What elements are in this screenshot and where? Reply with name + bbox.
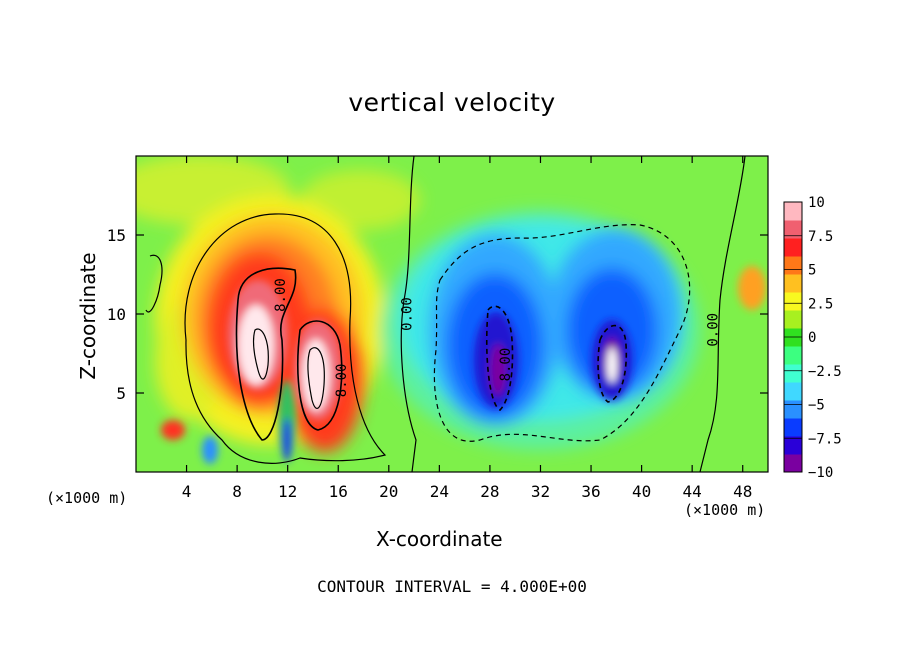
colorbar-tick-label: −7.5 xyxy=(808,431,842,447)
x-axis-unit-right: (×1000 m) xyxy=(684,501,766,519)
colorbar-swatch xyxy=(784,238,802,257)
colorbar-tick-label: 7.5 xyxy=(808,229,833,245)
velocity-field xyxy=(136,156,768,472)
colorbar-tick-label: 5 xyxy=(808,263,816,279)
contour-label: 8.00 xyxy=(334,364,350,398)
contour-labels: 8.00 8.00 0.00 8.00 0.00 xyxy=(273,278,721,397)
colorbar-swatch xyxy=(784,310,802,329)
y-tick-label: 10 xyxy=(107,305,126,324)
field-white-core-right xyxy=(302,339,330,411)
x-tick-label: 16 xyxy=(329,482,348,501)
colorbar-swatch xyxy=(784,202,802,221)
colorbar-swatch xyxy=(784,436,802,455)
colorbar-swatch xyxy=(784,364,802,383)
contour-zero-left-system xyxy=(184,213,387,464)
y-tick-label: 15 xyxy=(107,226,126,245)
colorbar-swatch xyxy=(784,382,802,401)
colorbar-swatch xyxy=(784,274,802,293)
chart-title: vertical velocity xyxy=(348,88,556,117)
y-tick-label: 5 xyxy=(116,384,126,403)
y-axis: 5 10 15 xyxy=(107,226,768,403)
contour-minus-eight-right xyxy=(597,324,628,403)
contour-core-right xyxy=(307,347,325,410)
contour-zero-left-edge xyxy=(145,254,163,313)
colorbar-tick-label: 0 xyxy=(808,330,816,346)
contour-interval-note: CONTOUR INTERVAL = 4.000E+00 xyxy=(317,577,587,596)
colorbar-swatch xyxy=(784,256,802,275)
x-tick-label: 28 xyxy=(480,482,499,501)
contour-zero-right xyxy=(699,156,746,472)
colorbar-tick-label: −10 xyxy=(808,465,833,481)
contour-eight-right xyxy=(297,320,343,431)
contour-zero-mid xyxy=(400,156,417,472)
x-axis: 4 8 12 16 20 24 28 32 36 40 44 48 xyxy=(182,156,752,501)
contour-label: 0.00 xyxy=(400,297,416,331)
colorbar-swatch xyxy=(784,346,802,365)
y-axis-label: Z-coordinate xyxy=(76,252,100,380)
colorbar-tick-label: 10 xyxy=(808,195,825,211)
x-tick-label: 24 xyxy=(430,482,449,501)
x-tick-label: 32 xyxy=(531,482,550,501)
x-axis-unit-left: (×1000 m) xyxy=(46,489,128,507)
field-blue-gap xyxy=(282,418,292,462)
colorbar-swatch xyxy=(784,418,802,437)
contour-label: 8.00 xyxy=(273,278,289,312)
x-tick-label: 48 xyxy=(733,482,752,501)
field-white-core-left xyxy=(238,305,274,385)
x-tick-label: 20 xyxy=(379,482,398,501)
x-tick-label: 8 xyxy=(232,482,242,501)
field-blue-small-left xyxy=(202,436,218,464)
field-orange-right-edge xyxy=(738,266,766,310)
x-tick-label: 12 xyxy=(278,482,297,501)
x-tick-label: 44 xyxy=(683,482,702,501)
colorbar-tick-label: 2.5 xyxy=(808,296,833,312)
contour-eight-left xyxy=(235,267,297,441)
colorbar-swatch xyxy=(784,220,802,239)
x-axis-label: X-coordinate xyxy=(376,527,503,551)
contour-label: 8.00 xyxy=(498,348,514,382)
x-tick-label: 4 xyxy=(182,482,192,501)
colorbar-swatch xyxy=(784,400,802,419)
colorbar-tick-label: −5 xyxy=(808,398,825,414)
contour-negative-zero xyxy=(433,224,691,442)
x-tick-label: 36 xyxy=(581,482,600,501)
field-red-small-left xyxy=(161,420,185,440)
field-white-core-downdraft xyxy=(607,347,617,383)
colorbar-tick-label: −2.5 xyxy=(808,364,842,380)
x-tick-label: 40 xyxy=(632,482,651,501)
contour-label: 0.00 xyxy=(705,313,721,347)
contour-core-left xyxy=(252,328,269,380)
colorbar-swatch xyxy=(784,454,802,473)
field-purple-core-left xyxy=(490,344,506,396)
colorbar-swatch xyxy=(784,292,802,311)
colorbar: 10 7.5 5 2.5 0 −2.5 −5 −7.5 −10 xyxy=(783,195,842,481)
contour-minus-eight-left xyxy=(485,305,514,411)
contour-lines xyxy=(145,156,746,472)
